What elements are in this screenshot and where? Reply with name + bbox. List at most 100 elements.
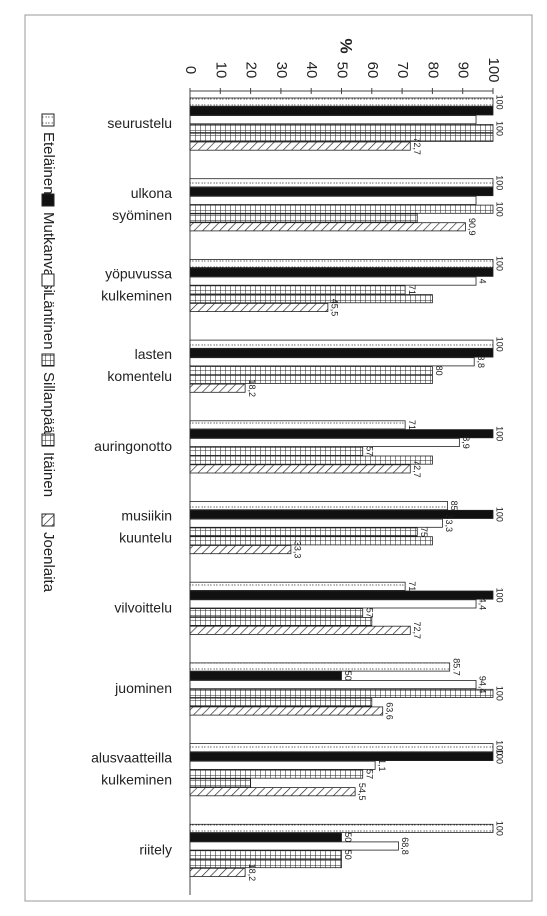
value-label: 33,3 bbox=[293, 541, 303, 559]
category-label: syöminen bbox=[112, 207, 172, 223]
bar bbox=[189, 383, 246, 393]
legend-swatch bbox=[41, 513, 55, 527]
bar bbox=[189, 760, 376, 770]
category-label: alusvaatteilla bbox=[91, 750, 172, 766]
bar bbox=[189, 752, 494, 762]
value-label: 72,7 bbox=[412, 460, 422, 478]
category-label: kulkeminen bbox=[101, 772, 172, 788]
bar bbox=[189, 115, 477, 125]
value-label: 3,8 bbox=[476, 356, 486, 369]
bar bbox=[189, 706, 384, 716]
bar bbox=[189, 518, 443, 528]
bar bbox=[189, 625, 411, 635]
category-label: seurustelu bbox=[107, 115, 172, 131]
bar bbox=[189, 302, 329, 312]
value-label: 80 bbox=[434, 366, 444, 376]
value-label: 71 bbox=[407, 581, 417, 591]
bar bbox=[189, 527, 418, 537]
value-label: 33,3 bbox=[444, 514, 454, 532]
bar bbox=[189, 859, 342, 869]
bar bbox=[189, 464, 411, 474]
value-label: 85.7 bbox=[451, 658, 461, 676]
legend-label: Mutkanvarsi bbox=[40, 212, 57, 293]
bar bbox=[189, 599, 477, 609]
value-label: 45,5 bbox=[329, 299, 339, 317]
value-label: 50 bbox=[343, 850, 353, 860]
bar bbox=[189, 688, 494, 698]
value-label: 100 bbox=[495, 95, 505, 110]
bar bbox=[189, 536, 433, 546]
bar bbox=[189, 285, 406, 295]
bar bbox=[189, 276, 477, 286]
category-label: vilvoittelu bbox=[114, 599, 172, 615]
value-label: 100 bbox=[495, 202, 505, 217]
bar bbox=[189, 832, 342, 842]
value-label: 4 bbox=[478, 279, 488, 284]
value-label: 100 bbox=[495, 175, 505, 190]
value-label: 4,4 bbox=[478, 598, 488, 611]
bar bbox=[189, 608, 364, 618]
bar bbox=[189, 195, 477, 205]
bar bbox=[189, 213, 418, 223]
tick-label: 20 bbox=[243, 62, 260, 79]
bars bbox=[189, 97, 494, 877]
legend-label: Joenlaita bbox=[40, 532, 57, 593]
bar bbox=[189, 581, 406, 591]
bar bbox=[189, 339, 494, 349]
legend-swatch bbox=[41, 273, 55, 287]
category-label: komentelu bbox=[107, 368, 172, 384]
bar bbox=[189, 258, 494, 268]
bar bbox=[189, 366, 433, 376]
category-label: juominen bbox=[114, 680, 172, 696]
bar bbox=[189, 348, 494, 358]
bar bbox=[189, 778, 251, 788]
legend-swatch bbox=[41, 193, 55, 207]
value-label: 90,9 bbox=[467, 218, 477, 236]
value-label: 63,6 bbox=[384, 702, 394, 720]
value-label: 1,1 bbox=[377, 759, 387, 772]
bar bbox=[189, 97, 494, 107]
bar bbox=[189, 680, 477, 690]
value-label: 72,7 bbox=[412, 137, 422, 155]
tick-label: 60 bbox=[364, 62, 381, 79]
bar bbox=[189, 106, 494, 116]
value-label: 100 bbox=[495, 337, 505, 352]
bar bbox=[189, 455, 433, 465]
bar bbox=[189, 437, 460, 447]
value-label: 72,7 bbox=[412, 622, 422, 640]
value-label: 100 bbox=[495, 821, 505, 836]
value-label: 85 bbox=[449, 501, 459, 511]
bar bbox=[189, 697, 373, 707]
category-label: riitely bbox=[139, 841, 172, 857]
axis-title: % bbox=[337, 38, 356, 53]
value-label: 54,5 bbox=[357, 783, 367, 801]
bar bbox=[189, 187, 494, 197]
tick-label: 100 bbox=[485, 57, 502, 82]
tick-label: 10 bbox=[212, 62, 229, 79]
bar bbox=[189, 787, 356, 797]
bar bbox=[189, 671, 342, 681]
legend-swatch bbox=[41, 353, 55, 367]
bar bbox=[189, 267, 494, 277]
bar bbox=[189, 545, 292, 555]
value-label: 100 bbox=[495, 256, 505, 271]
value-label: 71 bbox=[407, 285, 417, 295]
bar bbox=[189, 501, 448, 511]
bar bbox=[189, 294, 433, 304]
bar bbox=[189, 420, 406, 430]
value-label: 18,2 bbox=[247, 864, 257, 882]
tick-label: 0 bbox=[182, 66, 199, 74]
category-label: kuuntelu bbox=[119, 530, 172, 546]
bar bbox=[189, 509, 494, 519]
value-label: 100 bbox=[495, 686, 505, 701]
category-label: musiikin bbox=[121, 508, 172, 524]
bar bbox=[189, 446, 364, 456]
bar bbox=[189, 222, 466, 232]
bar bbox=[189, 823, 494, 833]
category-labels: seurustelu ulkona syöminen yöpuvussa kulkemi… bbox=[91, 115, 172, 857]
value-label: 18,2 bbox=[247, 379, 257, 397]
bar bbox=[189, 617, 373, 627]
value-label: 100 bbox=[495, 426, 505, 441]
